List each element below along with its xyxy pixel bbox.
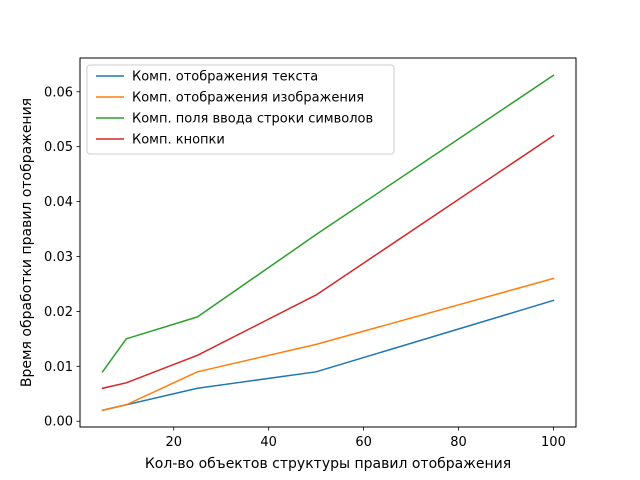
legend-entry-label: Комп. отображения текста bbox=[132, 70, 318, 85]
legend: Комп. отображения текста Комп. отображени… bbox=[86, 64, 395, 155]
x-axis-label: Кол-во объектов структуры правил отображ… bbox=[145, 456, 511, 472]
x-tick-label: 60 bbox=[355, 435, 372, 450]
legend-entry-label: Комп. отображения изображения bbox=[132, 91, 364, 106]
legend-box bbox=[86, 64, 395, 155]
legend-entry-label: Комп. кнопки bbox=[132, 133, 225, 148]
y-tick-label: 0.05 bbox=[44, 140, 73, 155]
series-line-1 bbox=[101, 299, 555, 412]
y-tick-label: 0.03 bbox=[44, 250, 73, 265]
x-tick-label: 20 bbox=[165, 435, 182, 450]
y-tick-label: 0.00 bbox=[44, 415, 73, 430]
y-tick-label: 0.04 bbox=[44, 195, 73, 210]
series-line-4 bbox=[101, 134, 555, 390]
series-line-3 bbox=[101, 74, 555, 373]
plot-area bbox=[101, 74, 555, 412]
y-tick-label: 0.01 bbox=[44, 360, 73, 375]
x-tick-label: 100 bbox=[541, 435, 566, 450]
axes-frame bbox=[79, 57, 577, 428]
x-axis-ticks: 20 40 60 80 100 bbox=[165, 427, 566, 450]
x-tick-label: 80 bbox=[450, 435, 467, 450]
y-axis-label: Время обработки правил отображения bbox=[19, 98, 35, 387]
y-tick-label: 0.06 bbox=[44, 85, 73, 100]
x-tick-label: 40 bbox=[260, 435, 277, 450]
y-axis-ticks: 0.00 0.01 0.02 0.03 0.04 0.05 0.06 bbox=[44, 85, 80, 430]
series-line-2 bbox=[101, 277, 555, 412]
y-tick-label: 0.02 bbox=[44, 305, 73, 320]
legend-entry-label: Комп. поля ввода строки символов bbox=[132, 112, 373, 127]
